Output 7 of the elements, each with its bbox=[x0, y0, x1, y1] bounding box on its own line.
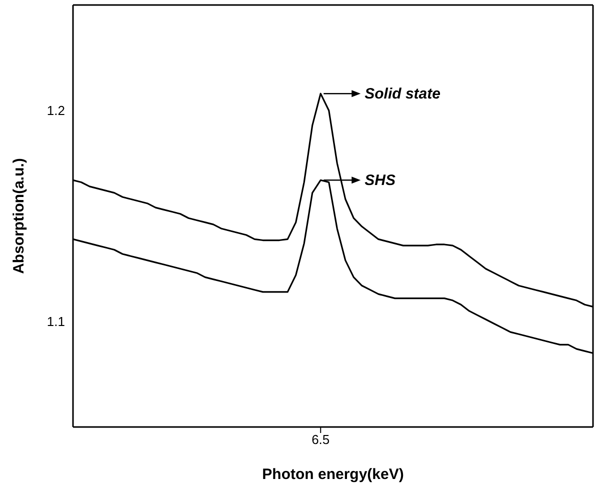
annotation: SHS bbox=[364, 172, 396, 190]
x-axis-title: Photon energy(keV) bbox=[262, 466, 404, 483]
annotation: Solid state bbox=[364, 86, 440, 103]
y-tick-label: 1.2 bbox=[46, 103, 65, 118]
x-tick-label: 6.5 bbox=[312, 432, 330, 448]
y-tick-label: 1.1 bbox=[46, 314, 65, 330]
y-axis-title: Absorption(a.u.) bbox=[10, 158, 28, 274]
